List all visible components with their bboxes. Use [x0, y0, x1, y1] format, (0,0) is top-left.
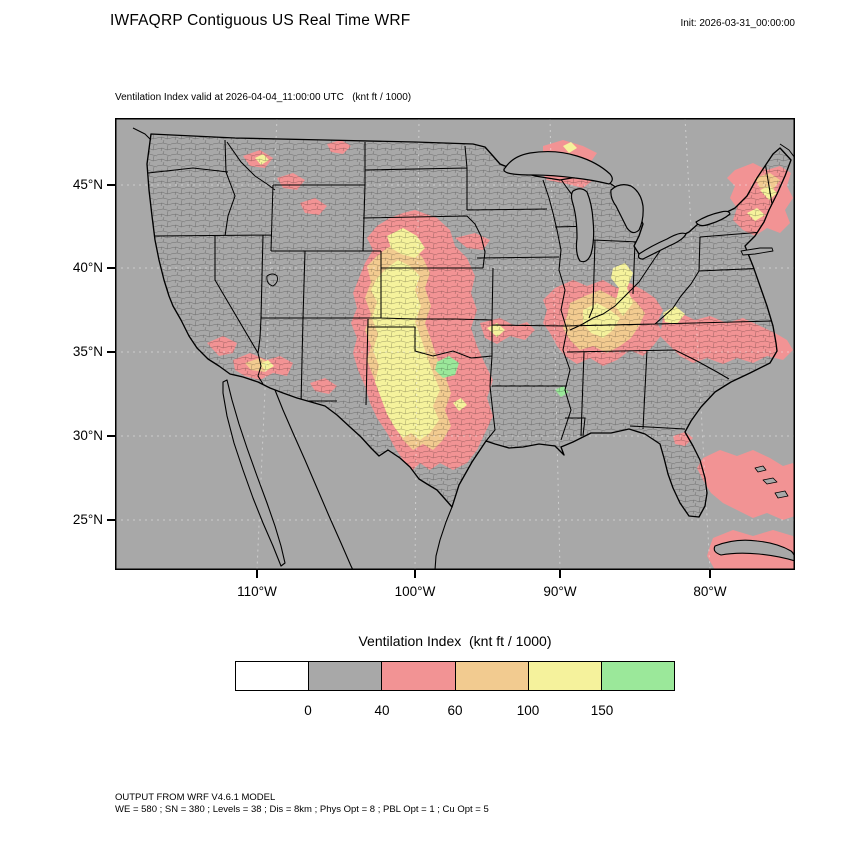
- axis-tick: [709, 570, 711, 578]
- conus-map: [115, 117, 796, 571]
- baja-peninsula: [222, 379, 286, 567]
- legend-title: Ventilation Index (knt ft / 1000): [358, 633, 552, 649]
- lon-axis-label: 90°W: [543, 584, 577, 599]
- axis-tick: [559, 570, 561, 578]
- colorbar-segment: [455, 662, 529, 690]
- canada-coast: [132, 127, 796, 159]
- axis-tick: [107, 267, 115, 269]
- mexico-gulf-coast: [434, 506, 453, 571]
- colorbar-segment: [309, 662, 383, 690]
- lat-axis-label: 30°N: [72, 428, 103, 443]
- axis-tick: [107, 184, 115, 186]
- colorbar-segment: [601, 662, 675, 690]
- colorbar-tick-label: 100: [516, 703, 540, 718]
- great-salt-lake: [266, 273, 278, 287]
- model-info-line2: WE = 580 ; SN = 380 ; Levels = 38 ; Dis …: [115, 804, 489, 815]
- lat-axis-label: 40°N: [72, 260, 103, 275]
- colorbar-segment: [382, 662, 456, 690]
- lat-axis-label: 25°N: [72, 512, 103, 527]
- axis-tick: [256, 570, 258, 578]
- page-title: IWFAQRP Contiguous US Real Time WRF: [110, 12, 411, 29]
- axis-tick: [107, 519, 115, 521]
- colorbar: [235, 661, 675, 691]
- axis-tick: [107, 435, 115, 437]
- colorbar-tick-label: 40: [374, 703, 390, 718]
- map-canvas: [115, 117, 796, 571]
- axis-tick: [414, 570, 416, 578]
- colorbar-tick-label: 0: [304, 703, 312, 718]
- lon-axis-label: 100°W: [394, 584, 436, 599]
- lon-axis-label: 80°W: [693, 584, 727, 599]
- init-time-label: Init: 2026-03-31_00:00:00: [680, 18, 795, 29]
- great-lakes: [503, 150, 731, 263]
- lat-axis-label: 45°N: [72, 177, 103, 192]
- mexico-coast: [274, 389, 354, 571]
- colorbar-tick-label: 60: [447, 703, 463, 718]
- colorbar-tick-label: 150: [590, 703, 614, 718]
- coastlines: [132, 127, 796, 571]
- colorbar-segment: [236, 662, 310, 690]
- state-borders: [147, 139, 774, 442]
- map-frame: [115, 118, 795, 570]
- valid-time-label: Ventilation Index valid at 2026-04-04_11…: [115, 92, 412, 103]
- lon-axis-label: 110°W: [237, 584, 277, 599]
- lat-axis-label: 35°N: [72, 344, 103, 359]
- long-island: [740, 247, 774, 256]
- axis-tick: [107, 351, 115, 353]
- colorbar-segment: [528, 662, 602, 690]
- model-info-line1: OUTPUT FROM WRF V4.6.1 MODEL: [115, 792, 276, 803]
- bahamas: [754, 465, 789, 499]
